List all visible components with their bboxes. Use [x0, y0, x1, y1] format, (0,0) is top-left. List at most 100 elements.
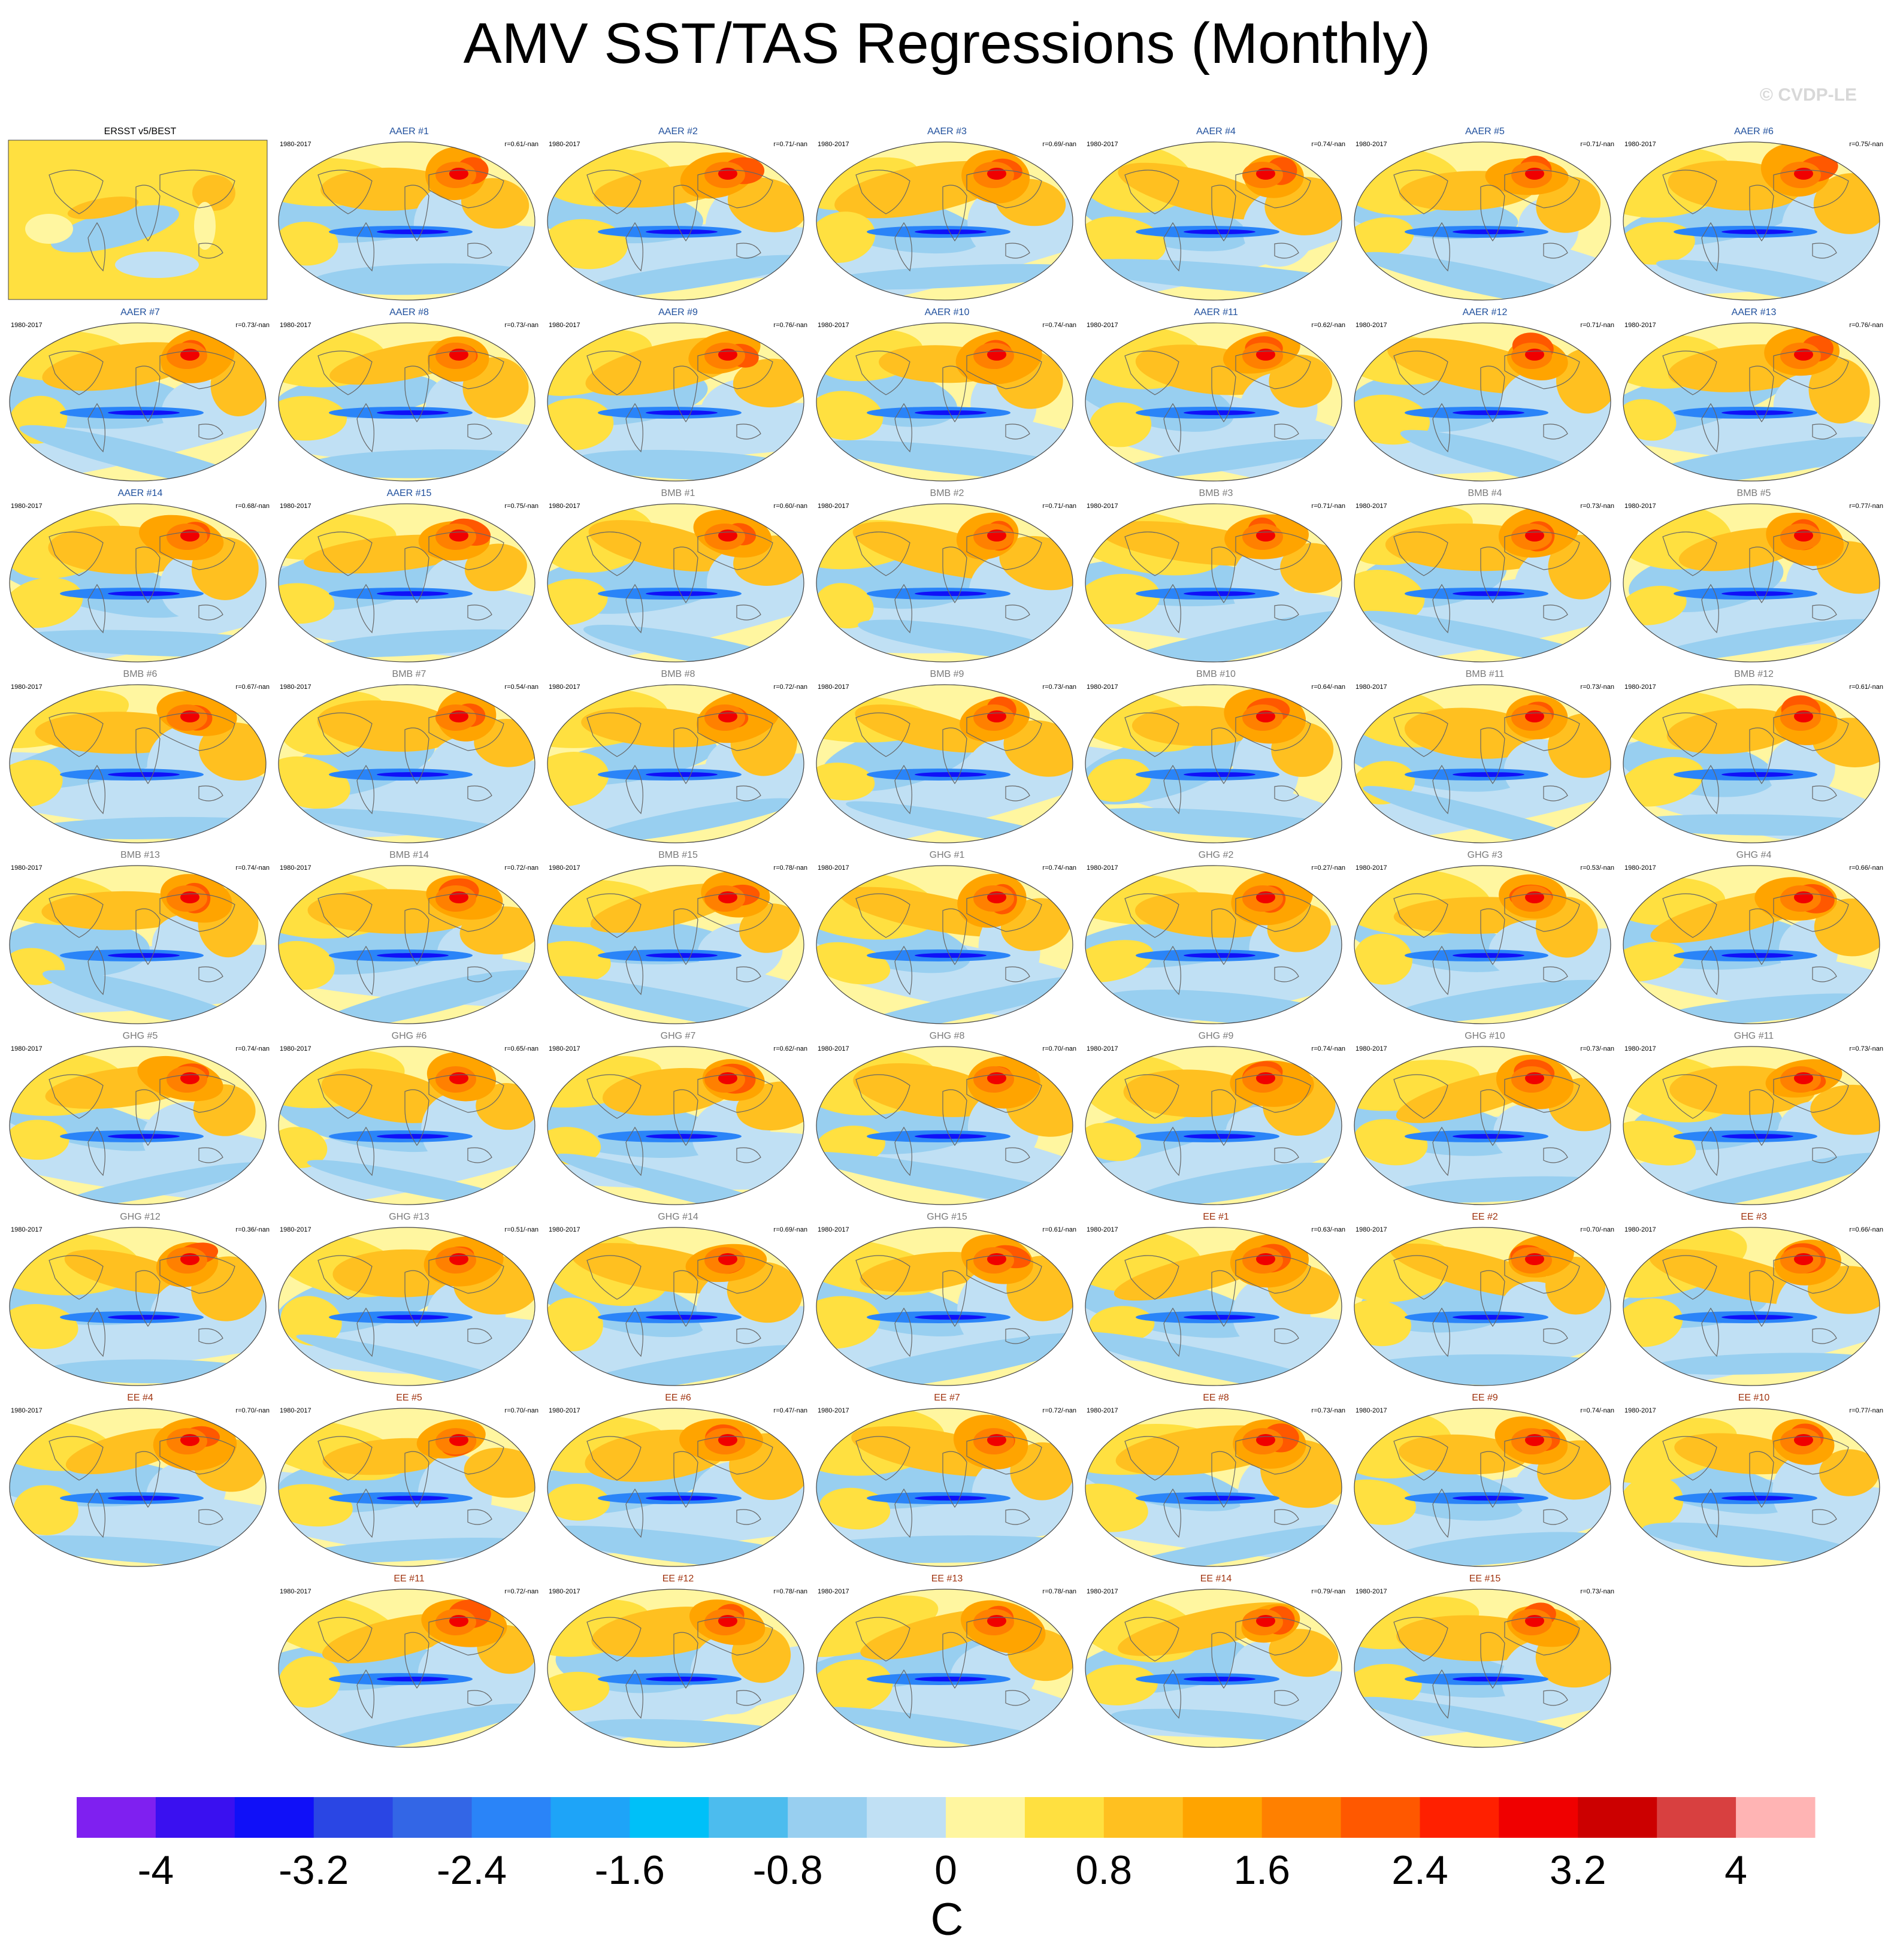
panel-title: EE #14 [1200, 1574, 1232, 1584]
panel-title: GHG #11 [1733, 1031, 1774, 1041]
regression-map [816, 1589, 1073, 1748]
regression-map [547, 865, 804, 1024]
regression-field [1354, 1046, 1611, 1205]
panel-pattern-correlation: r=0.60/-nan [773, 503, 807, 510]
regression-map [1085, 1408, 1342, 1567]
regression-field [279, 1408, 535, 1566]
regression-field [10, 323, 266, 481]
panel-pattern-correlation: r=0.72/-nan [773, 683, 807, 691]
panel-period: 1980-2017 [1624, 1045, 1656, 1052]
panel-period: 1980-2017 [818, 1588, 849, 1595]
colorbar-swatch [788, 1797, 867, 1838]
colorbar-swatch [1420, 1797, 1499, 1838]
panel-period: 1980-2017 [549, 683, 580, 691]
panel-pattern-correlation: r=0.74/-nan [1042, 864, 1076, 872]
panel-period: 1980-2017 [1356, 1407, 1387, 1414]
regression-field [816, 323, 1073, 481]
panel-pattern-correlation: r=0.73/-nan [1580, 1045, 1614, 1052]
regression-field [1623, 866, 1880, 1024]
panel-title: BMB #11 [1465, 669, 1505, 679]
map-panel: AAER #3 1980-2017 r=0.69/-nan [814, 126, 1080, 306]
regression-field [1085, 866, 1342, 1024]
map-panel: AAER #6 1980-2017 r=0.75/-nan [1621, 126, 1887, 306]
panel-pattern-correlation: r=0.74/-nan [235, 1045, 270, 1052]
regression-field [816, 866, 1073, 1024]
map-panel: EE #11 1980-2017 r=0.72/-nan [276, 1573, 542, 1753]
panel-pattern-correlation: r=0.75/-nan [504, 503, 538, 510]
regression-map [816, 1046, 1073, 1205]
regression-map [8, 140, 268, 300]
regression-map [816, 503, 1073, 663]
panel-pattern-correlation: r=0.68/-nan [235, 503, 270, 510]
panel-title: BMB #8 [661, 669, 695, 679]
panel-period: 1980-2017 [549, 322, 580, 329]
panel-period: 1980-2017 [280, 864, 311, 872]
map-panel: ERSST v5/BEST1980-2017 [7, 126, 273, 306]
panel-pattern-correlation: r=0.72/-nan [1042, 1407, 1076, 1414]
regression-field [816, 1589, 1073, 1747]
map-panel: EE #5 1980-2017 r=0.70/-nan [276, 1392, 542, 1572]
regression-field [1354, 1227, 1611, 1386]
panel-period: 1980-2017 [549, 864, 580, 872]
panel-pattern-correlation: r=0.73/-nan [1042, 683, 1076, 691]
panel-pattern-correlation: r=0.51/-nan [504, 1226, 538, 1233]
panel-title: EE #12 [662, 1574, 694, 1584]
colorbar-swatch [1103, 1797, 1184, 1838]
panel-pattern-correlation: r=0.71/-nan [1042, 503, 1076, 510]
map-panel: AAER #8 1980-2017 r=0.73/-nan [276, 307, 542, 486]
panel-period: 1980-2017 [818, 1226, 849, 1233]
panel-pattern-correlation: r=0.64/-nan [1311, 683, 1345, 691]
panel-title: AAER #11 [1194, 307, 1238, 317]
panel-pattern-correlation: r=0.73/-nan [1580, 1588, 1614, 1595]
regression-field [10, 866, 266, 1024]
regression-field [1354, 685, 1611, 843]
panel-pattern-correlation: r=0.65/-nan [504, 1045, 538, 1052]
panel-title: BMB #10 [1196, 669, 1236, 679]
regression-map [278, 1227, 535, 1386]
map-panel: GHG #11 1980-2017 r=0.73/-nan [1621, 1030, 1887, 1210]
panel-period: 1980-2017 [1624, 141, 1656, 148]
panel-period: 1980-2017 [11, 1045, 43, 1052]
panel-period: 1980-2017 [1087, 322, 1118, 329]
colorbar-swatch [313, 1797, 394, 1838]
panel-period: 1980-2017 [1087, 503, 1118, 510]
regression-field [1354, 323, 1611, 481]
colorbar-tick-label: 0 [934, 1847, 957, 1893]
panel-pattern-correlation: r=0.78/-nan [773, 864, 807, 872]
regression-field [1085, 323, 1342, 481]
regression-map [1354, 1227, 1611, 1386]
panel-period: 1980-2017 [549, 1407, 580, 1414]
panel-period: 1980-2017 [280, 1045, 311, 1052]
panel-pattern-correlation: r=0.71/-nan [773, 141, 807, 148]
map-panel: GHG #2 1980-2017 r=0.27/-nan [1083, 849, 1349, 1029]
map-panel: EE #2 1980-2017 r=0.70/-nan [1352, 1211, 1618, 1391]
panel-title: BMB #12 [1734, 669, 1774, 679]
panel-pattern-correlation: r=0.70/-nan [235, 1407, 270, 1414]
map-panel: BMB #9 1980-2017 r=0.73/-nan [814, 669, 1080, 848]
regression-field [1085, 1227, 1342, 1386]
panel-pattern-correlation: r=0.69/-nan [773, 1226, 807, 1233]
regression-field [279, 866, 535, 1024]
panel-title: AAER #6 [1734, 126, 1774, 137]
regression-field [1623, 1046, 1880, 1205]
panel-pattern-correlation: r=0.36/-nan [235, 1226, 270, 1233]
regression-field [1085, 142, 1342, 300]
colorbar-swatch [155, 1797, 235, 1838]
panel-pattern-correlation: r=0.61/-nan [504, 141, 538, 148]
regression-map [1623, 1046, 1880, 1205]
regression-field [8, 140, 267, 300]
panel-title: AAER #2 [658, 126, 698, 137]
panel-title: GHG #5 [122, 1031, 158, 1041]
panel-pattern-correlation: r=0.75/-nan [1849, 141, 1883, 148]
map-panel: EE #3 1980-2017 r=0.66/-nan [1621, 1211, 1887, 1391]
map-panel: GHG #15 1980-2017 r=0.61/-nan [814, 1211, 1080, 1391]
colorbar-swatch [234, 1797, 314, 1838]
map-panel: GHG #7 1980-2017 r=0.62/-nan [545, 1030, 811, 1210]
panel-pattern-correlation: r=0.70/-nan [1042, 1045, 1076, 1052]
panel-period: 1980-2017 [1087, 1407, 1118, 1414]
panel-pattern-correlation: r=0.47/-nan [773, 1407, 807, 1414]
panel-period: 1980-2017 [11, 683, 43, 691]
panel-period: 1980-2017 [549, 1045, 580, 1052]
panel-pattern-correlation: r=0.70/-nan [1580, 1226, 1614, 1233]
regression-field [10, 1408, 266, 1566]
